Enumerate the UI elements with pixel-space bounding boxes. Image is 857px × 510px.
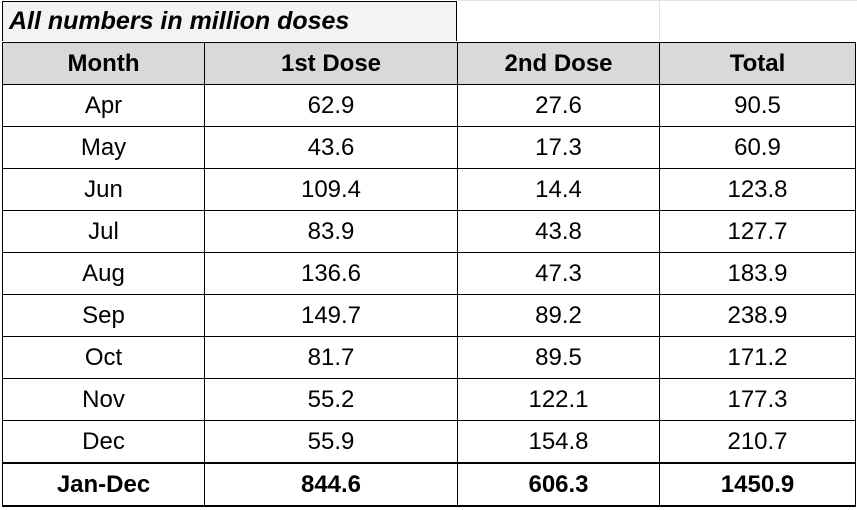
cell-second-dose[interactable]: 14.4 [457, 168, 660, 211]
cell-month[interactable]: Jul [2, 210, 205, 253]
cell-first-dose[interactable]: 109.4 [204, 168, 458, 211]
cell-total-second-dose[interactable]: 606.3 [457, 462, 660, 507]
cell-total[interactable]: 123.8 [659, 168, 856, 211]
cell-second-dose[interactable]: 154.8 [457, 420, 660, 464]
table-row: May 43.6 17.3 60.9 [2, 126, 856, 169]
cell-total[interactable]: 238.9 [659, 294, 856, 337]
cell-month[interactable]: Aug [2, 252, 205, 295]
cell-second-dose[interactable]: 17.3 [457, 126, 660, 169]
cell-month[interactable]: Oct [2, 336, 205, 379]
cell-second-dose[interactable]: 43.8 [457, 210, 660, 253]
cell-first-dose[interactable]: 55.2 [204, 378, 458, 421]
cell-total[interactable]: 183.9 [659, 252, 856, 295]
cell-first-dose[interactable]: 43.6 [204, 126, 458, 169]
cell-total-first-dose[interactable]: 844.6 [204, 462, 458, 507]
table-row: Apr 62.9 27.6 90.5 [2, 84, 856, 127]
total-row: Jan-Dec 844.6 606.3 1450.9 [2, 462, 856, 507]
cell-month[interactable]: May [2, 126, 205, 169]
cell-second-dose[interactable]: 47.3 [457, 252, 660, 295]
gridline [659, 0, 660, 42]
table-row: Jun 109.4 14.4 123.8 [2, 168, 856, 211]
cell-month[interactable]: Jun [2, 168, 205, 211]
cell-month[interactable]: Sep [2, 294, 205, 337]
cell-first-dose[interactable]: 62.9 [204, 84, 458, 127]
cell-first-dose[interactable]: 136.6 [204, 252, 458, 295]
cell-second-dose[interactable]: 122.1 [457, 378, 660, 421]
table-row: Dec 55.9 154.8 210.7 [2, 420, 856, 464]
units-note-text: All numbers in million doses [9, 7, 350, 35]
cell-month[interactable]: Apr [2, 84, 205, 127]
header-month[interactable]: Month [2, 42, 205, 85]
cell-total[interactable]: 60.9 [659, 126, 856, 169]
table-row: Jul 83.9 43.8 127.7 [2, 210, 856, 253]
cell-first-dose[interactable]: 149.7 [204, 294, 458, 337]
header-first-dose[interactable]: 1st Dose [204, 42, 458, 85]
cell-total[interactable]: 90.5 [659, 84, 856, 127]
cell-total-month[interactable]: Jan-Dec [2, 462, 205, 507]
cell-month[interactable]: Dec [2, 420, 205, 464]
gridline [459, 0, 857, 1]
table-row: Sep 149.7 89.2 238.9 [2, 294, 856, 337]
cell-second-dose[interactable]: 27.6 [457, 84, 660, 127]
cell-first-dose[interactable]: 55.9 [204, 420, 458, 464]
cell-total[interactable]: 210.7 [659, 420, 856, 464]
cell-total[interactable]: 177.3 [659, 378, 856, 421]
cell-first-dose[interactable]: 81.7 [204, 336, 458, 379]
table-row: Oct 81.7 89.5 171.2 [2, 336, 856, 379]
cell-second-dose[interactable]: 89.5 [457, 336, 660, 379]
header-total[interactable]: Total [659, 42, 856, 85]
table-row: Aug 136.6 47.3 183.9 [2, 252, 856, 295]
cell-second-dose[interactable]: 89.2 [457, 294, 660, 337]
units-note-cell[interactable]: All numbers in million doses [2, 1, 457, 41]
cell-grand-total[interactable]: 1450.9 [659, 462, 856, 507]
cell-total[interactable]: 127.7 [659, 210, 856, 253]
vaccination-doses-table: Month 1st Dose 2nd Dose Total Apr 62.9 2… [2, 42, 856, 507]
header-row: Month 1st Dose 2nd Dose Total [2, 42, 856, 85]
cell-total[interactable]: 171.2 [659, 336, 856, 379]
table-row: Nov 55.2 122.1 177.3 [2, 378, 856, 421]
cell-first-dose[interactable]: 83.9 [204, 210, 458, 253]
header-second-dose[interactable]: 2nd Dose [457, 42, 660, 85]
cell-month[interactable]: Nov [2, 378, 205, 421]
